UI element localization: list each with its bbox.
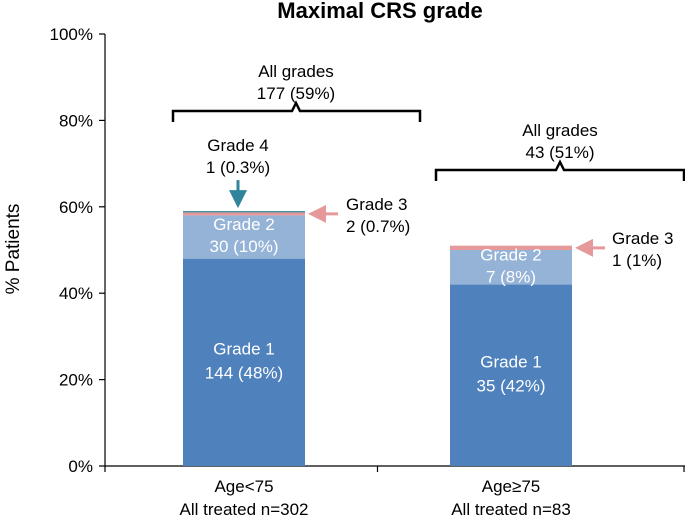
bar-label-value: 35 (42%) [477,376,546,395]
all-grades-bracket [171,100,422,122]
bar-label-name: Grade 1 [213,339,274,358]
all-grades-value: 43 (51%) [526,143,595,162]
grade3-label-value: 2 (0.7%) [346,217,410,236]
bar-segment-grade-1 [183,258,305,466]
bar-label-name: Grade 2 [480,245,541,264]
all-grades-label: All grades [522,121,598,140]
bar-segment-grade-3 [183,212,305,216]
x-category-label: Age≥75 [482,477,541,496]
x-category-sublabel: All treated n=83 [451,500,571,519]
grade4-label-value: 1 (0.3%) [206,158,270,177]
all-grades-label: All grades [258,62,334,81]
y-tick-label: 100% [50,25,93,44]
y-tick-label: 0% [68,457,93,476]
bar-segment-grade-4 [183,211,305,213]
bar-segment-grade-2 [450,250,572,285]
bars [183,211,572,466]
chart-title: Maximal CRS grade [277,0,482,23]
axes: 0% 20% 40% 60% 80% 100% Age<75 All treated n=30… [50,25,685,519]
annotations: Grade 1 144 (48%) Grade 1 35 (42%) Grade 2 30… [171,62,685,395]
grade3-label-value: 1 (1%) [612,251,662,270]
grade4-label-name: Grade 4 [207,136,268,155]
bar-segment-grade-3 [450,245,572,250]
all-grades-bracket [434,159,685,181]
bar-segment-grade-2 [183,215,305,259]
y-tick-label: 60% [59,198,93,217]
x-category-sublabel: All treated n=302 [179,500,308,519]
y-axis-label: % Patients [3,204,24,295]
bar-segment-grade-1 [450,284,572,466]
grade3-label-name: Grade 3 [346,195,407,214]
bar-label-value: 30 (10%) [210,237,279,256]
bar-label-name: Grade 2 [213,215,274,234]
y-tick-label: 40% [59,284,93,303]
all-grades-value: 177 (59%) [257,84,335,103]
bar-label-name: Grade 1 [480,352,541,371]
bar-label-value: 7 (8%) [486,267,536,286]
grade3-label-name: Grade 3 [612,229,673,248]
y-tick-label: 20% [59,371,93,390]
x-category-label: Age<75 [214,477,273,496]
y-tick-label: 80% [59,111,93,130]
bar-label-value: 144 (48%) [205,363,283,382]
